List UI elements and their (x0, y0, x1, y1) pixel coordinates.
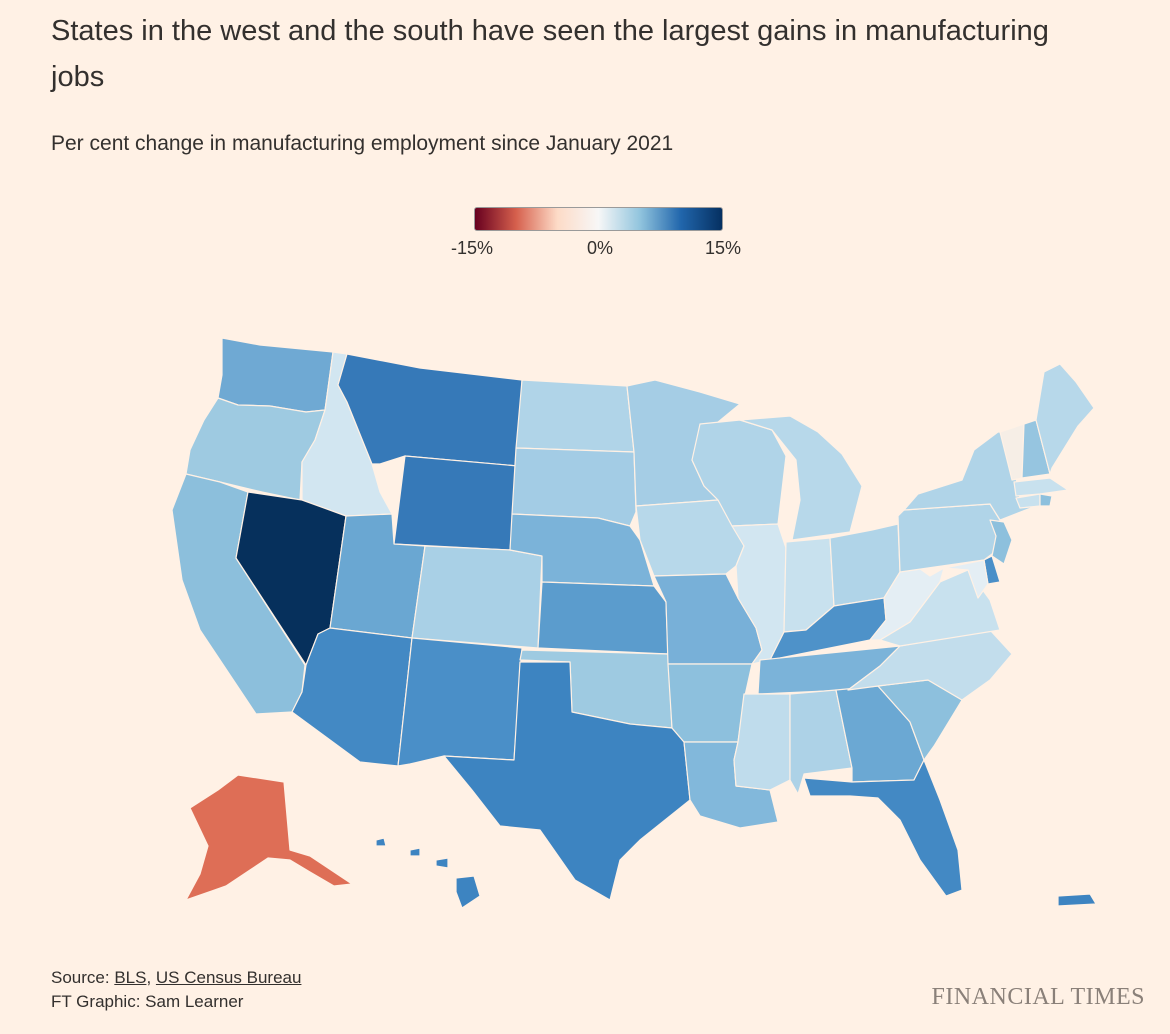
state-ak[interactable] (185, 774, 353, 901)
state-ky[interactable] (769, 597, 887, 661)
source-line: Source: BLS, US Census Bureau (51, 968, 302, 987)
state-nm[interactable] (397, 637, 523, 767)
state-tx[interactable] (443, 661, 691, 901)
legend-mid-label: 0% (587, 238, 614, 258)
source-link-census[interactable]: US Census Bureau (155, 968, 302, 987)
state-ri[interactable] (1039, 493, 1053, 507)
state-nd[interactable] (515, 379, 635, 453)
state-ma[interactable] (1013, 477, 1069, 497)
ft-logo: FINANCIAL TIMES (931, 984, 1145, 1010)
graphic-credit: FT Graphic: Sam Learner (51, 992, 244, 1011)
state-wy[interactable] (393, 455, 519, 551)
chart-title: States in the west and the south have se… (51, 15, 1049, 93)
source-note: Source: BLS, US Census Bureau FT Graphic… (51, 966, 301, 1014)
state-hi[interactable] (375, 837, 481, 909)
state-ks[interactable] (537, 581, 669, 655)
state-ms[interactable] (733, 693, 791, 791)
state-il[interactable] (731, 523, 787, 665)
state-mi[interactable] (739, 415, 863, 541)
map-svg (171, 337, 1097, 909)
state-pr[interactable] (1057, 893, 1097, 907)
state-md[interactable] (943, 559, 989, 599)
state-or[interactable] (185, 397, 326, 501)
us-choropleth-map (0, 300, 1170, 940)
state-fl[interactable] (803, 759, 963, 897)
state-co[interactable] (411, 545, 543, 649)
state-mt[interactable] (337, 353, 523, 467)
legend-min-label: -15% (451, 238, 494, 258)
state-nj[interactable] (989, 519, 1013, 565)
legend-gradient-bar (474, 207, 723, 231)
legend-max-label: 15% (705, 238, 742, 258)
state-wa[interactable] (217, 337, 334, 413)
state-me[interactable] (1035, 363, 1095, 475)
state-nc[interactable] (847, 629, 1013, 701)
source-link-bls[interactable]: BLS (114, 968, 147, 987)
color-legend: -15% 0% 15% (450, 206, 750, 266)
chart-subtitle: Per cent change in manufacturing employm… (51, 132, 674, 155)
